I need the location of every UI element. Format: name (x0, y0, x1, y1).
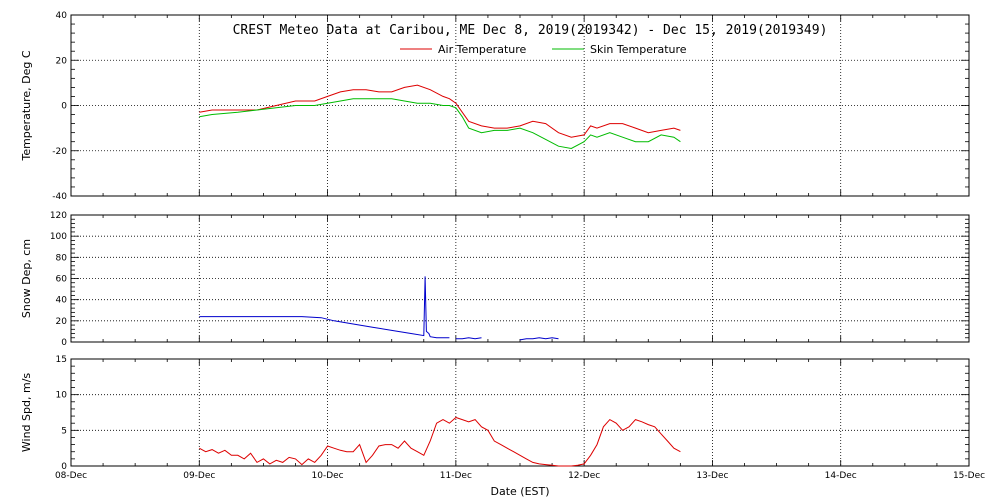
series-line (199, 416, 681, 467)
x-tick-label: 09-Dec (183, 471, 215, 481)
y-tick-label: 20 (56, 317, 68, 327)
x-tick-label: 11-Dec (440, 471, 472, 481)
y-tick-label: 10 (56, 391, 68, 401)
y-tick-label: 0 (61, 462, 67, 472)
x-axis-label: Date (EST) (490, 485, 549, 498)
y-tick-label: -40 (52, 192, 67, 202)
legend-skin-label: Skin Temperature (590, 43, 687, 56)
legend: Air Temperature Skin Temperature (400, 43, 687, 56)
series-air-temperature (199, 84, 681, 138)
legend-air-label: Air Temperature (438, 43, 527, 56)
y-axis-label: Temperature, Deg C (20, 50, 33, 161)
y-tick-label: 40 (56, 11, 68, 21)
panel-temperature: -40 -20 0 20 40 Temperature, Deg C (20, 11, 970, 202)
y-tick-label: 0 (61, 338, 67, 348)
x-tick-label: 08-Dec (55, 471, 87, 481)
series-skin-temperature (199, 98, 681, 150)
x-tick-label: 15-Dec (953, 471, 985, 481)
y-tick-label: 5 (61, 426, 67, 436)
y-tick-label: 40 (56, 296, 68, 306)
y-tick-label: -20 (52, 147, 67, 157)
series-line (199, 276, 450, 339)
y-axis-label: Snow Dep, cm (20, 239, 33, 318)
y-tick-label: 100 (50, 232, 67, 242)
y-tick-label: 60 (56, 275, 68, 285)
y-axis-label: Wind Spd, m/s (20, 373, 33, 453)
chart-title: CREST Meteo Data at Caribou, ME Dec 8, 2… (233, 23, 828, 38)
y-tick-label: 0 (61, 102, 67, 112)
y-tick-label: 120 (50, 211, 67, 221)
panel-frame (70, 214, 970, 343)
x-tick-label: 10-Dec (312, 471, 344, 481)
x-tick-label: 13-Dec (696, 471, 728, 481)
series-line (455, 337, 482, 340)
y-tick-label: 20 (56, 56, 68, 66)
panel-wind-speed: 0 5 10 15 Wind Spd, m/s 08-Dec 09-Dec 10-Dec 11-… (20, 355, 985, 481)
y-tick-label: 80 (56, 253, 68, 263)
x-tick-label: 12-Dec (568, 471, 600, 481)
y-tick-label: 15 (56, 355, 67, 365)
panel-frame (70, 358, 970, 467)
panel-snow-depth: 0 20 40 60 80 100 120 Snow Dep, cm (20, 211, 970, 348)
series-line (519, 337, 559, 341)
x-tick-label: 14-Dec (825, 471, 857, 481)
panel-frame (70, 14, 970, 197)
